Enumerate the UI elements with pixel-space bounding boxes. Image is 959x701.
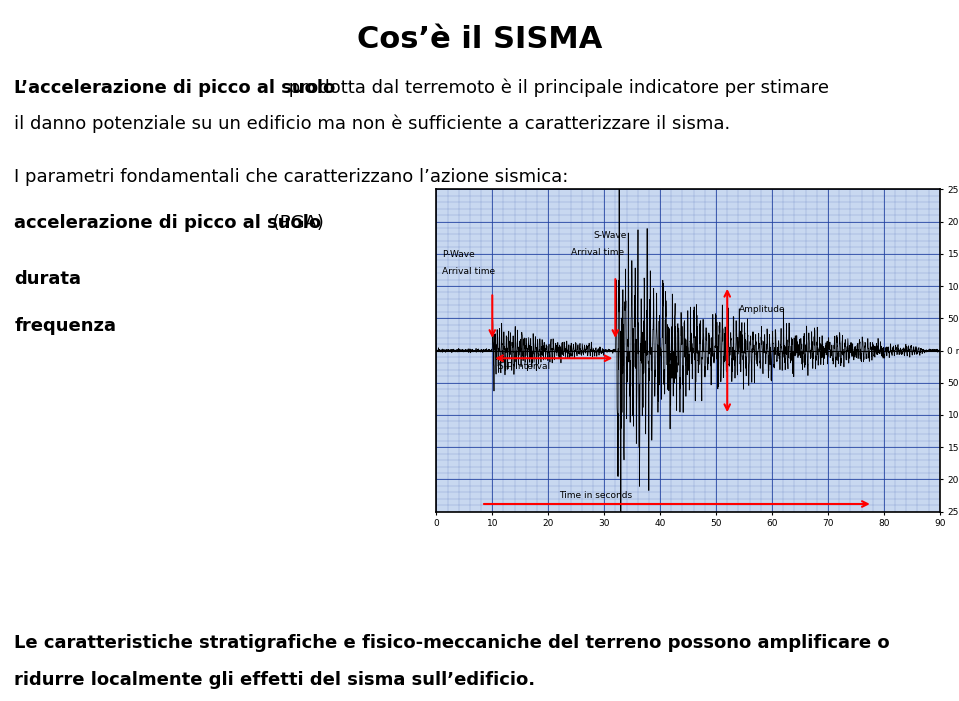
Text: S-Wave: S-Wave <box>593 231 626 240</box>
Text: Time in seconds: Time in seconds <box>559 491 633 500</box>
Text: durata: durata <box>14 270 82 288</box>
Text: L’accelerazione di picco al suolo: L’accelerazione di picco al suolo <box>14 79 336 97</box>
Text: Le caratteristiche stratigrafiche e fisico-meccaniche del terreno possono amplif: Le caratteristiche stratigrafiche e fisi… <box>14 634 890 653</box>
Text: I parametri fondamentali che caratterizzano l’azione sismica:: I parametri fondamentali che caratterizz… <box>14 168 569 186</box>
Text: Cos’è il SISMA: Cos’è il SISMA <box>357 25 602 53</box>
Text: (PGA): (PGA) <box>267 214 324 232</box>
Text: frequenza: frequenza <box>14 317 116 335</box>
Text: Arrival time: Arrival time <box>442 267 495 276</box>
Text: Arrival time: Arrival time <box>571 248 623 257</box>
Text: prodotta dal terremoto è il principale indicatore per stimare: prodotta dal terremoto è il principale i… <box>283 79 830 97</box>
Text: ridurre localmente gli effetti del sisma sull’edificio.: ridurre localmente gli effetti del sisma… <box>14 671 535 689</box>
Text: Amplitude: Amplitude <box>738 305 785 314</box>
Text: il danno potenziale su un edificio ma non è sufficiente a caratterizzare il sism: il danno potenziale su un edificio ma no… <box>14 115 731 133</box>
Text: S-P Interval: S-P Interval <box>498 362 550 371</box>
Text: P-Wave: P-Wave <box>442 250 475 259</box>
Text: accelerazione di picco al suolo: accelerazione di picco al suolo <box>14 214 321 232</box>
